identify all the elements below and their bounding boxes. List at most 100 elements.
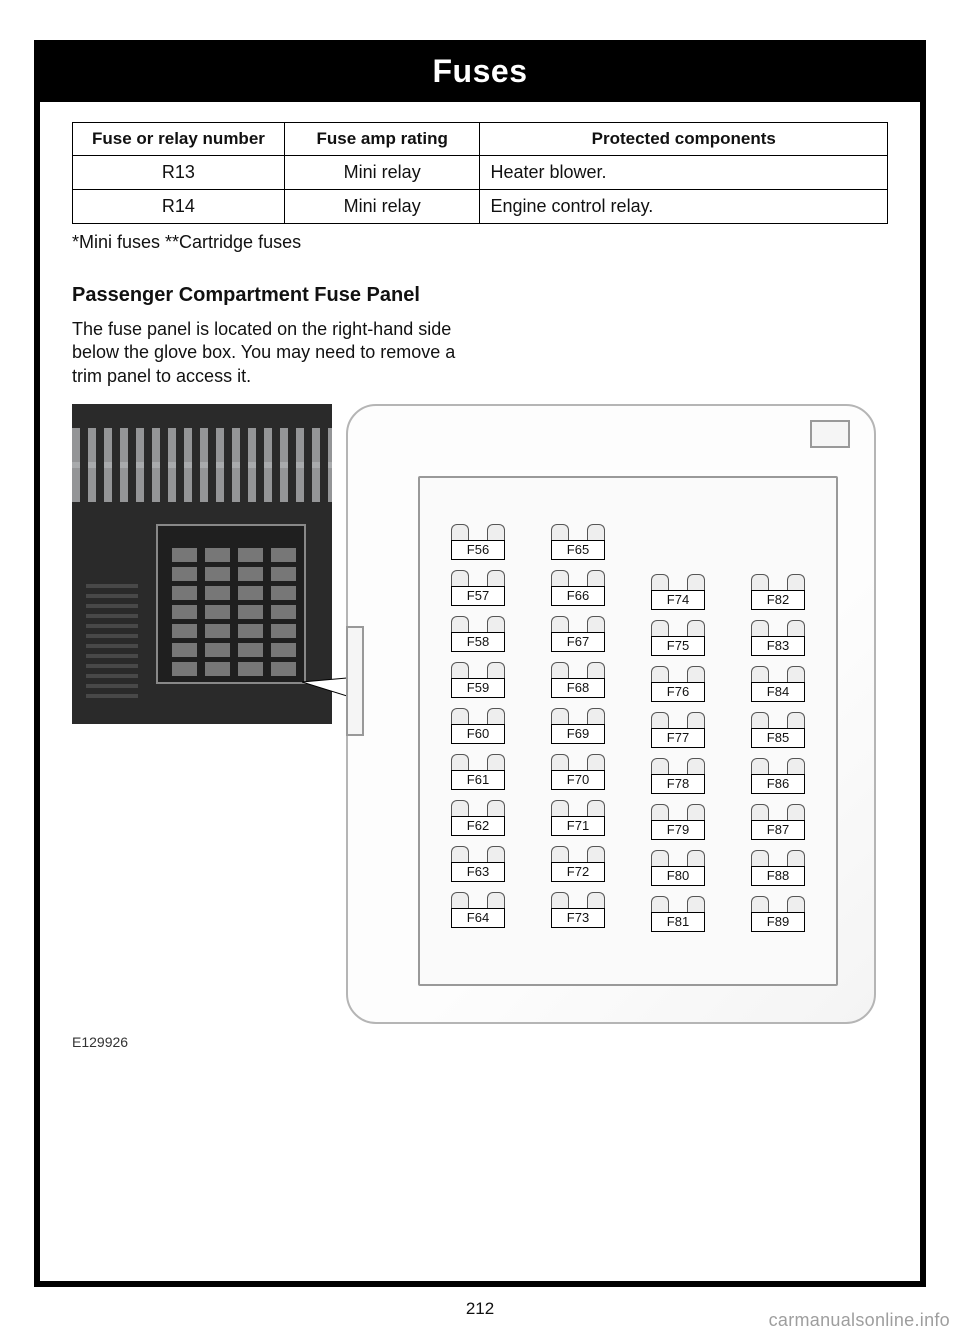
fuse-clips-icon (551, 846, 605, 862)
dash-cell (205, 662, 230, 676)
dash-cell (238, 548, 263, 562)
dash-cell (205, 586, 230, 600)
fuse-label: F72 (551, 862, 605, 882)
fuse-label: F78 (651, 774, 705, 794)
fuse-clips-icon (651, 850, 705, 866)
fuse-slot: F88 (747, 844, 809, 886)
fuse-clips-icon (751, 896, 805, 912)
fuse-clips-icon (651, 666, 705, 682)
fuse-label: F86 (751, 774, 805, 794)
cell-components: Heater blower. (480, 156, 888, 190)
fuse-column: F82 F83 F84 F85 F86 F87 F88 F89 (738, 568, 818, 956)
dash-cell (205, 548, 230, 562)
fuse-slot: F84 (747, 660, 809, 702)
dash-cell (238, 662, 263, 676)
fuse-clips-icon (751, 574, 805, 590)
table-header-row: Fuse or relay number Fuse amp rating Pro… (73, 123, 888, 156)
table-body: R13 Mini relay Heater blower. R14 Mini r… (73, 156, 888, 224)
fuse-clips-icon (751, 712, 805, 728)
dash-photo (72, 404, 332, 724)
fuse-label: F87 (751, 820, 805, 840)
fuse-label: F65 (551, 540, 605, 560)
fuse-label: F75 (651, 636, 705, 656)
fuse-label: F89 (751, 912, 805, 932)
fuse-label: F67 (551, 632, 605, 652)
fuse-block: F56F57F58F59F60F61F62F63F64F65F66F67F68F… (418, 476, 838, 986)
dash-cell (271, 605, 296, 619)
fuse-clips-icon (751, 804, 805, 820)
dash-cell (238, 567, 263, 581)
dash-cell (205, 567, 230, 581)
fuse-slot: F77 (647, 706, 709, 748)
fuse-clips-icon (651, 574, 705, 590)
fuse-slot: F61 (447, 748, 509, 790)
fuse-slot: F66 (547, 564, 609, 606)
fuse-slot: F57 (447, 564, 509, 606)
dash-cell (238, 643, 263, 657)
image-reference-code: E129926 (72, 1034, 888, 1050)
fuse-label: F82 (751, 590, 805, 610)
dashboard-photo-panel (72, 404, 332, 1024)
table-header: Fuse or relay number (73, 123, 285, 156)
fuse-label: F66 (551, 586, 605, 606)
fuse-slot: F85 (747, 706, 809, 748)
table-row: R14 Mini relay Engine control relay. (73, 190, 888, 224)
dash-fuse-grid (172, 548, 296, 666)
dash-cell (205, 624, 230, 638)
fuse-relay-table: Fuse or relay number Fuse amp rating Pro… (72, 122, 888, 224)
dash-cell (238, 624, 263, 638)
fuse-clips-icon (651, 758, 705, 774)
fuse-panel-diagram: F56F57F58F59F60F61F62F63F64F65F66F67F68F… (346, 404, 876, 1024)
table-header: Protected components (480, 123, 888, 156)
dash-cell (172, 643, 197, 657)
fuse-clips-icon (751, 758, 805, 774)
fuse-slot: F79 (647, 798, 709, 840)
fuse-clips-icon (751, 620, 805, 636)
fuse-label: F60 (451, 724, 505, 744)
dash-cell (172, 624, 197, 638)
board-tab-icon (810, 420, 850, 448)
fuse-clips-icon (451, 708, 505, 724)
fuse-clips-icon (451, 616, 505, 632)
fuse-label: F81 (651, 912, 705, 932)
fuse-label: F62 (451, 816, 505, 836)
fuse-label: F79 (651, 820, 705, 840)
fuse-clips-icon (751, 850, 805, 866)
fuse-clips-icon (551, 616, 605, 632)
fuse-label: F63 (451, 862, 505, 882)
content-area: Fuse or relay number Fuse amp rating Pro… (72, 122, 888, 1227)
dash-cell (205, 643, 230, 657)
dash-cell (271, 662, 296, 676)
fuse-slot: F89 (747, 890, 809, 932)
fuse-label: F64 (451, 908, 505, 928)
fuse-clips-icon (551, 524, 605, 540)
fuse-label: F69 (551, 724, 605, 744)
cell-fuse-number: R13 (73, 156, 285, 190)
dash-cell (205, 605, 230, 619)
dash-side-texture (86, 580, 138, 698)
dash-cell (271, 548, 296, 562)
fuse-slot: F65 (547, 518, 609, 560)
cell-rating: Mini relay (284, 156, 480, 190)
page-title: Fuses (433, 53, 528, 90)
section-heading: Passenger Compartment Fuse Panel (72, 283, 452, 308)
fuse-clips-icon (751, 666, 805, 682)
fuse-slot: F76 (647, 660, 709, 702)
table-footnote: *Mini fuses **Cartridge fuses (72, 232, 888, 253)
title-bar: Fuses (34, 40, 926, 102)
fuse-clips-icon (451, 570, 505, 586)
fuse-label: F84 (751, 682, 805, 702)
fuse-slot: F62 (447, 794, 509, 836)
fuse-slot: F74 (647, 568, 709, 610)
fuse-clips-icon (551, 800, 605, 816)
dash-cell (271, 624, 296, 638)
dash-cell (172, 605, 197, 619)
fuse-slot: F75 (647, 614, 709, 656)
fuse-slot: F87 (747, 798, 809, 840)
fuse-clips-icon (451, 846, 505, 862)
fuse-label: F77 (651, 728, 705, 748)
fuse-slot: F63 (447, 840, 509, 882)
fuse-clips-icon (451, 754, 505, 770)
fuse-clips-icon (651, 712, 705, 728)
fuse-slot: F83 (747, 614, 809, 656)
